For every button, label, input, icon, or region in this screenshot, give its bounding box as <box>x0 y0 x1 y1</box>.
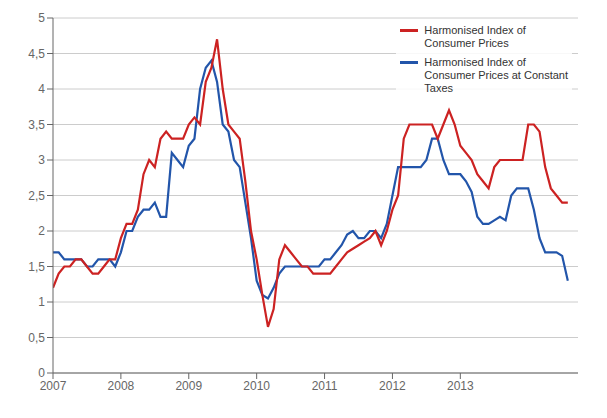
svg-text:1: 1 <box>38 295 45 309</box>
svg-text:2008: 2008 <box>108 379 135 393</box>
svg-text:2011: 2011 <box>312 379 338 393</box>
svg-text:2010: 2010 <box>243 379 270 393</box>
html-text:Harmonised Index of Consumer P: Harmonised Index of Consumer Prices <box>424 24 526 49</box>
svg-text:2007: 2007 <box>40 379 67 393</box>
svg-text:1,5: 1,5 <box>28 260 45 274</box>
svg-text:3: 3 <box>38 153 45 167</box>
html-text:Harmonised Index of Consumer P: Harmonised Index of Consumer Prices at C… <box>424 56 568 94</box>
svg-text:2,5: 2,5 <box>28 189 45 203</box>
svg-text:4,5: 4,5 <box>28 47 45 61</box>
svg-text:2: 2 <box>38 224 45 238</box>
svg-text:0: 0 <box>38 366 45 380</box>
svg-text:2012: 2012 <box>379 379 406 393</box>
svg-text:4: 4 <box>38 82 45 96</box>
svg-text:0,5: 0,5 <box>28 331 45 345</box>
svg-text:3,5: 3,5 <box>28 118 45 132</box>
svg-text:2013: 2013 <box>447 379 474 393</box>
svg-text:5: 5 <box>38 11 45 25</box>
svg-text:2009: 2009 <box>175 379 202 393</box>
